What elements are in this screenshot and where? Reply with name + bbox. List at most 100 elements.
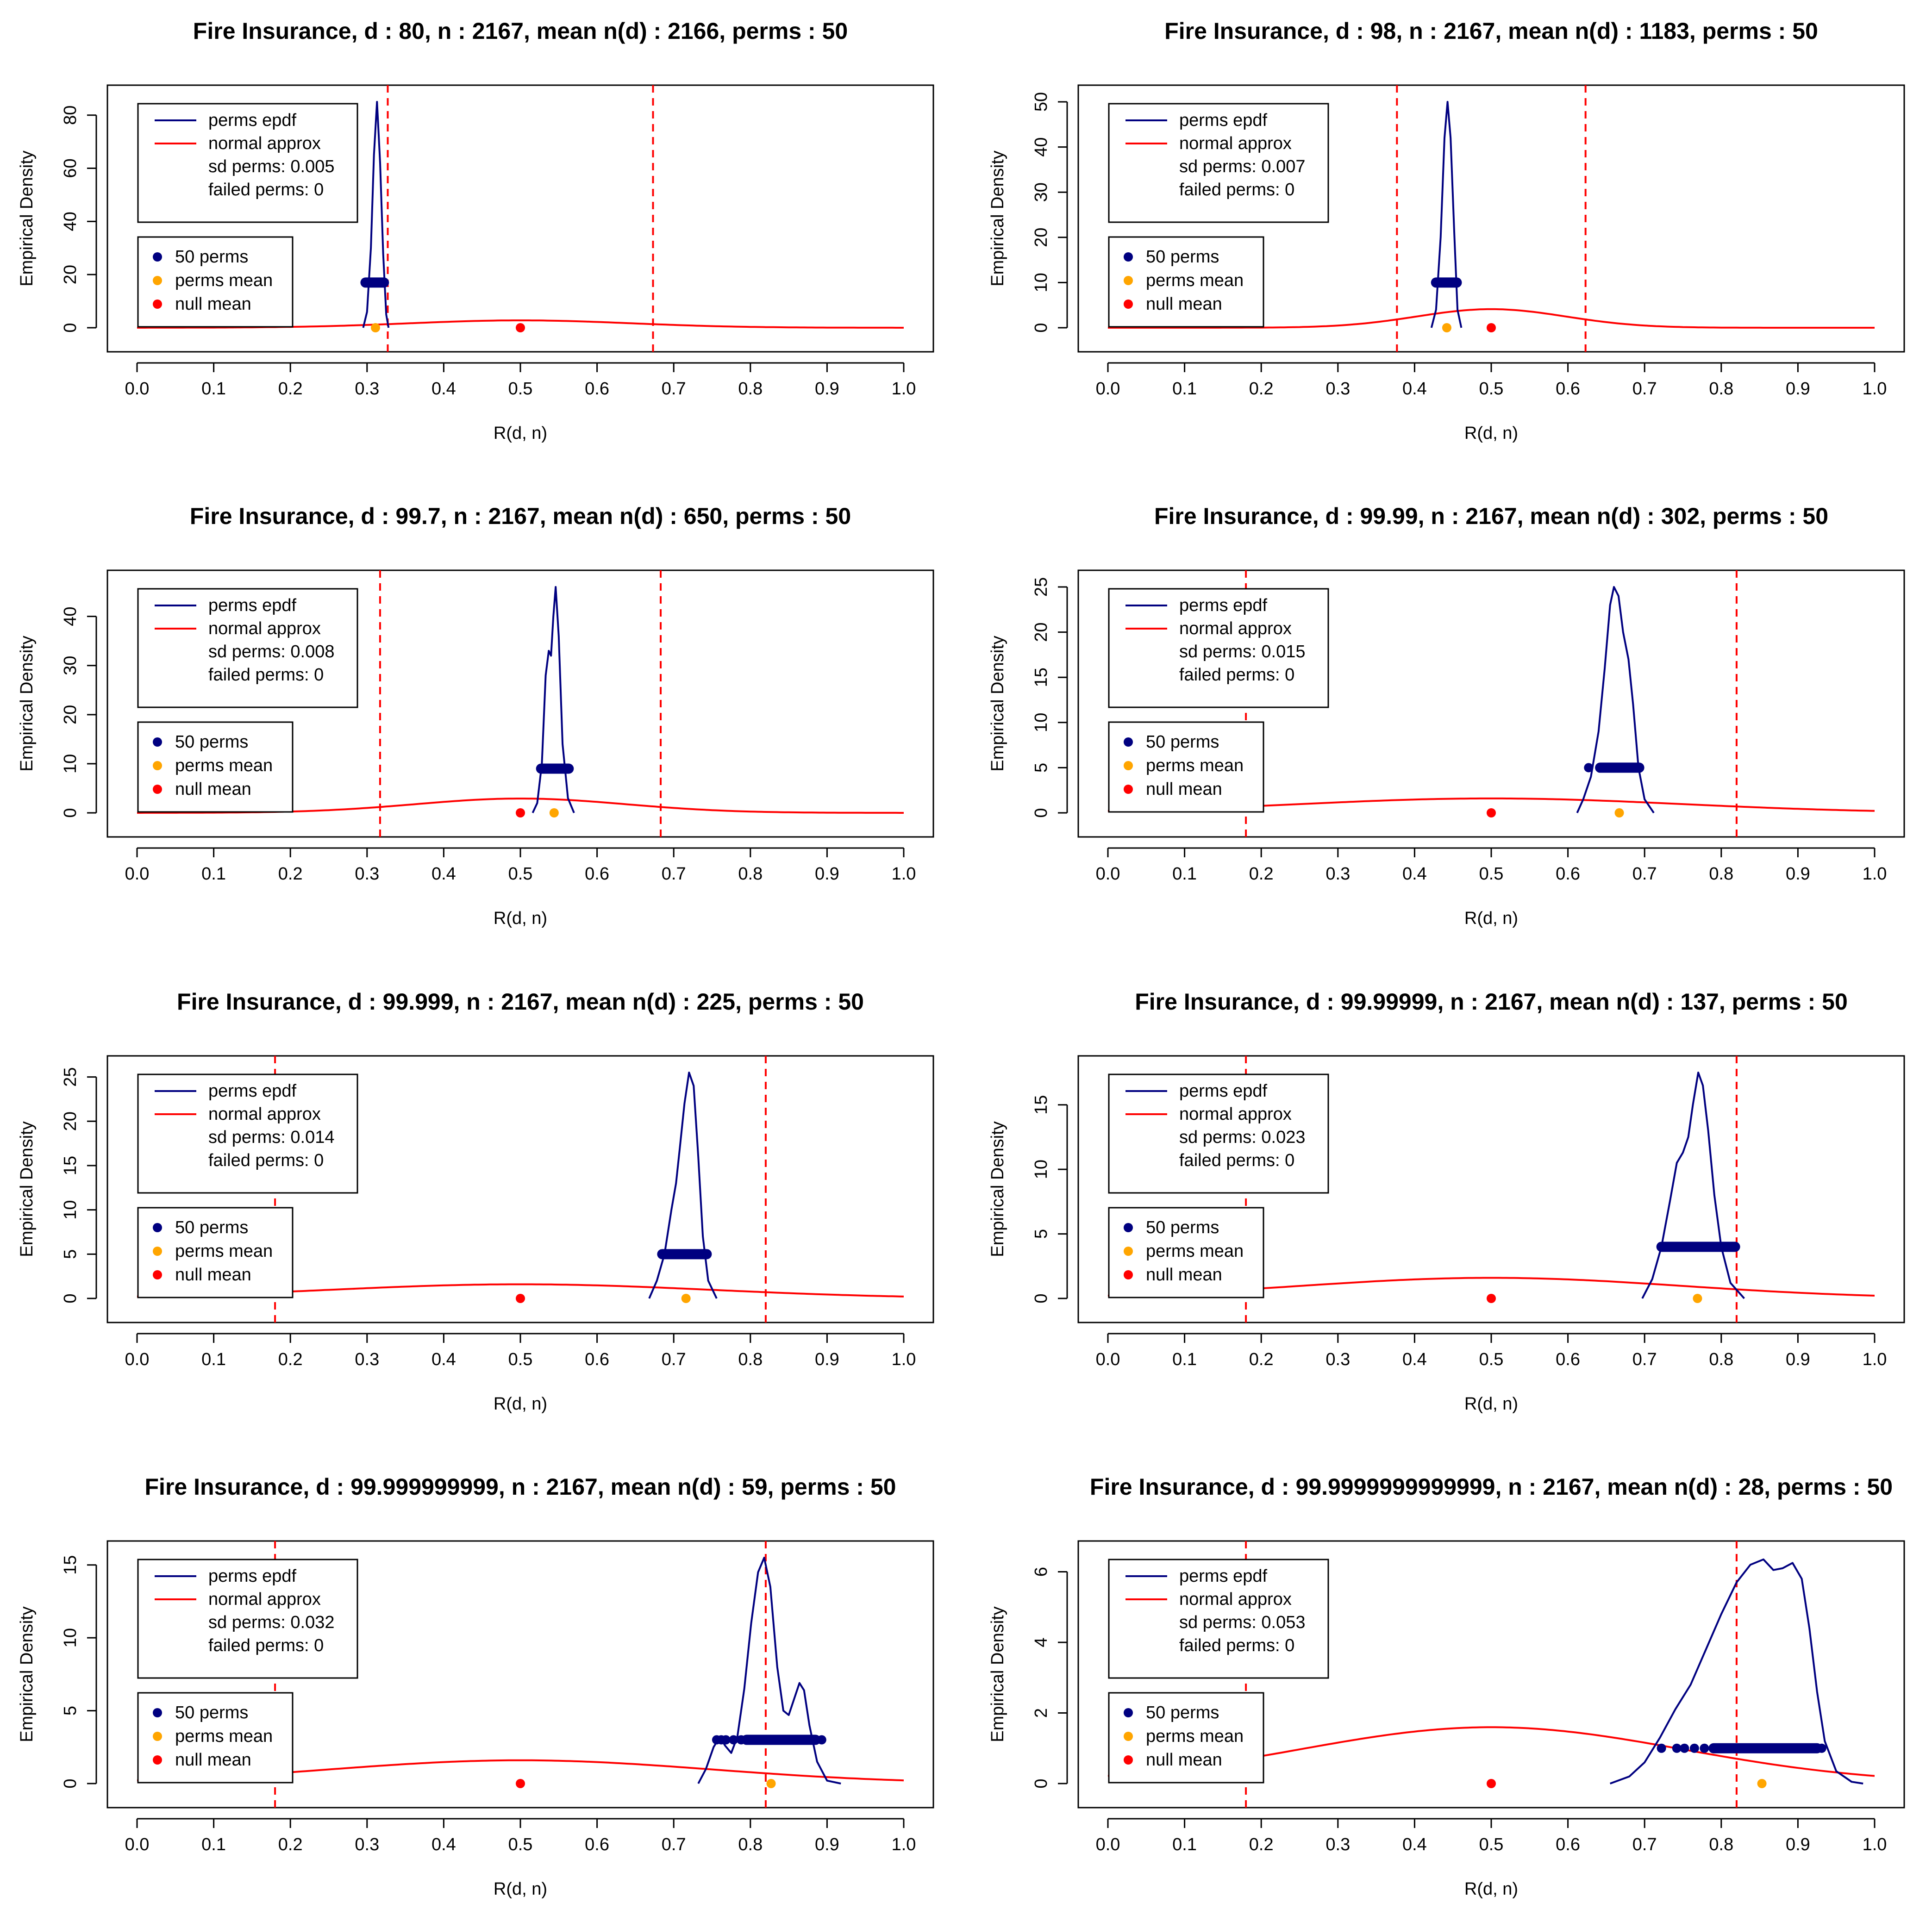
x-tick-label: 0.8 [738, 1350, 763, 1369]
legend-points: 50 perms perms mean null mean [137, 1207, 294, 1298]
x-tick-label: 0.0 [1096, 1350, 1120, 1369]
legend-box [137, 1692, 294, 1784]
legend-normal-label: normal approx [208, 1104, 321, 1124]
legend-null-mean-dot [1124, 785, 1133, 794]
legend-box [1108, 721, 1264, 813]
legend-sd-label: sd perms: 0.032 [208, 1613, 334, 1632]
chart-title: Fire Insurance, d : 99.7, n : 2167, mean… [190, 503, 851, 529]
legend-perms-dot [1124, 1708, 1133, 1717]
y-axis-label: Empirical Density [988, 150, 1007, 287]
chart-title: Fire Insurance, d : 99.99999, n : 2167, … [1135, 989, 1848, 1015]
x-tick-label: 0.2 [1249, 1350, 1274, 1369]
legend-null-mean-dot [1124, 1270, 1133, 1279]
x-tick-label: 0.2 [278, 864, 303, 884]
legend-normal-label: normal approx [208, 1590, 321, 1609]
legend-perms-mean-label: perms mean [175, 756, 273, 775]
y-tick-label: 20 [1032, 228, 1051, 247]
y-tick-label: 30 [61, 656, 80, 675]
legend-points: 50 perms perms mean null mean [1108, 1692, 1264, 1784]
perm-point [1817, 1743, 1826, 1753]
null-mean-point [516, 1779, 525, 1788]
legend-perms-mean-label: perms mean [175, 1241, 273, 1261]
legend-failed-label: failed perms: 0 [1179, 180, 1294, 200]
x-tick-label: 0.8 [1709, 1350, 1733, 1369]
legend-perms-dot [1124, 252, 1133, 262]
legend-box [137, 1073, 358, 1194]
legend-points: 50 perms perms mean null mean [137, 1692, 294, 1784]
legend-failed-label: failed perms: 0 [208, 180, 324, 200]
x-tick-label: 1.0 [892, 1835, 916, 1854]
perms-mean-point [1442, 323, 1451, 332]
y-tick-label: 5 [1032, 763, 1051, 773]
legend-points: 50 perms perms mean null mean [1108, 236, 1264, 328]
legend-epdf-label: perms epdf [208, 1566, 297, 1586]
x-tick-label: 0.1 [201, 864, 226, 884]
x-tick-label: 0.1 [1172, 864, 1197, 884]
legend-sd-label: sd perms: 0.008 [208, 642, 334, 661]
y-axis-label: Empirical Density [988, 1606, 1007, 1742]
x-tick-label: 0.5 [508, 1350, 533, 1369]
perms-epdf-curve [531, 586, 575, 813]
y-tick-label: 0 [61, 808, 80, 817]
perms-mean-point [1614, 808, 1624, 817]
perms-epdf-curve [362, 101, 390, 328]
perm-point [1657, 1743, 1666, 1753]
y-tick-label: 25 [61, 1067, 80, 1086]
y-tick-label: 10 [61, 754, 80, 774]
x-tick-label: 0.4 [1402, 1350, 1427, 1369]
plot-frame [1077, 1540, 1905, 1809]
y-tick-label: 25 [1032, 577, 1051, 597]
legend-sd-label: sd perms: 0.015 [1179, 642, 1305, 661]
null-mean-point [1487, 1779, 1496, 1788]
x-tick-label: 0.9 [1786, 864, 1810, 884]
legend-perms-mean-label: perms mean [175, 271, 273, 290]
legend-null-mean-label: null mean [1146, 294, 1222, 314]
legend-box [1108, 588, 1329, 708]
x-tick-label: 0.3 [1326, 379, 1350, 399]
y-tick-label: 5 [1032, 1229, 1051, 1239]
legend-sd-label: sd perms: 0.005 [208, 157, 334, 176]
legend-perms-mean-dot [153, 761, 162, 770]
perms-mean-point [766, 1779, 776, 1788]
x-tick-label: 0.2 [278, 379, 303, 399]
y-tick-label: 50 [1032, 92, 1051, 112]
x-tick-label: 0.5 [508, 379, 533, 399]
null-mean-point [1487, 323, 1496, 332]
legend-perms-mean-dot [153, 1247, 162, 1256]
y-tick-label: 0 [61, 323, 80, 332]
legend-lines: perms epdf normal approx sd perms: 0.015 fa… [1108, 588, 1329, 708]
x-tick-label: 0.5 [508, 864, 533, 884]
x-tick-label: 0.6 [585, 1350, 609, 1369]
perm-point [729, 1735, 738, 1745]
y-tick-label: 80 [61, 106, 80, 125]
y-axis-label: Empirical Density [988, 636, 1007, 772]
legend-lines: perms epdf normal approx sd perms: 0.005 fa… [137, 103, 358, 223]
legend-normal-label: normal approx [1179, 619, 1292, 638]
x-tick-label: 0.6 [1556, 1835, 1580, 1854]
x-tick-label: 0.4 [431, 1350, 456, 1369]
y-tick-label: 5 [61, 1249, 80, 1259]
legend-perms-label: 50 perms [175, 1703, 248, 1722]
chart-title: Fire Insurance, d : 80, n : 2167, mean n… [193, 18, 848, 44]
x-tick-label: 0.8 [1709, 864, 1733, 884]
legend-null-mean-dot [153, 785, 162, 794]
x-tick-label: 0.1 [1172, 379, 1197, 399]
x-tick-label: 0.7 [662, 1350, 686, 1369]
perms-mean-point [681, 1294, 691, 1303]
x-tick-label: 0.4 [1402, 1835, 1427, 1854]
legend-perms-label: 50 perms [175, 247, 248, 267]
chart-panel: Fire Insurance, d : 99.99999, n : 2167, … [988, 989, 1905, 1414]
legend-normal-label: normal approx [1179, 1590, 1292, 1609]
legend-perms-dot [1124, 1223, 1133, 1232]
legend-sd-label: sd perms: 0.007 [1179, 157, 1305, 176]
legend-perms-label: 50 perms [175, 1218, 248, 1237]
x-tick-label: 0.1 [1172, 1350, 1197, 1369]
legend-epdf-label: perms epdf [208, 111, 297, 130]
x-tick-label: 0.0 [1096, 379, 1120, 399]
perms-mean-point [1757, 1779, 1767, 1788]
legend-normal-label: normal approx [1179, 1104, 1292, 1124]
y-tick-label: 10 [1032, 713, 1051, 732]
legend-box [137, 236, 294, 328]
legend-null-mean-dot [153, 1270, 162, 1279]
null-mean-point [516, 808, 525, 817]
